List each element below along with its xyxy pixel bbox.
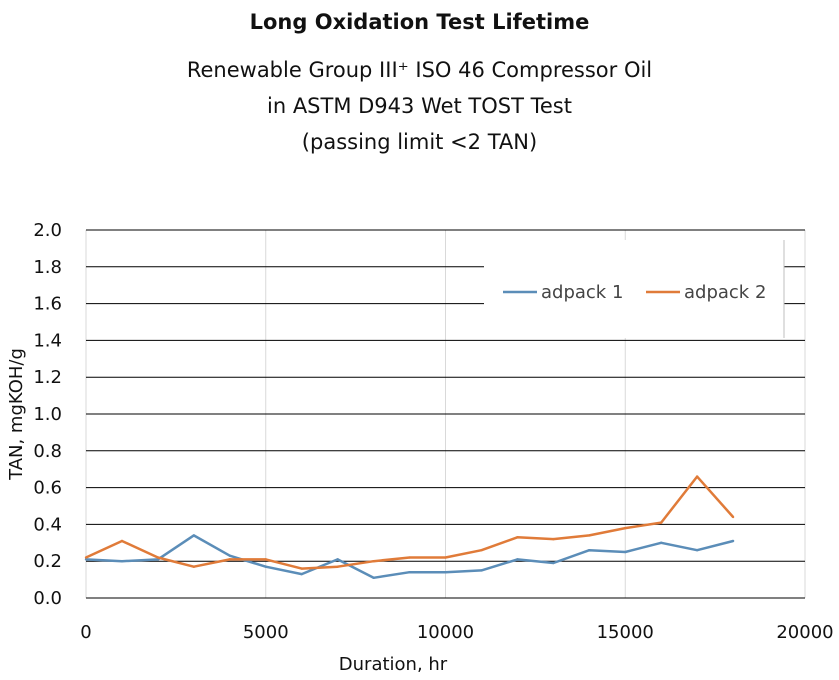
y-tick-label: 0.8 [33, 441, 62, 462]
data-point-adpack-2 [624, 526, 627, 530]
y-tick-label: 1.4 [33, 330, 62, 351]
y-axis-label: TAN, mgKOH/g [6, 348, 27, 481]
x-tick-label: 0 [80, 622, 91, 643]
series-line-adpack-2 [85, 475, 735, 570]
y-tick-label: 1.8 [33, 257, 62, 278]
x-tick-label: 20000 [776, 622, 833, 643]
data-point-adpack-1 [480, 569, 483, 572]
data-point-adpack-2 [264, 558, 267, 561]
data-point-adpack-1 [336, 558, 339, 561]
y-tick-label: 1.0 [33, 404, 62, 425]
y-tick-label: 2.0 [33, 220, 62, 241]
data-point-adpack-2 [731, 515, 735, 519]
legend-box [484, 240, 784, 338]
y-tick-label: 0.0 [33, 588, 62, 609]
data-point-adpack-1 [192, 534, 196, 537]
data-point-adpack-2 [660, 521, 663, 524]
chart-title: Long Oxidation Test Lifetime [249, 10, 590, 34]
data-point-adpack-1 [372, 576, 375, 579]
x-tick-label: 15000 [597, 622, 654, 643]
data-point-adpack-2 [156, 556, 160, 559]
x-axis-label: Duration, hr [339, 654, 448, 675]
data-point-adpack-1 [695, 548, 699, 552]
data-point-adpack-1 [120, 560, 124, 563]
data-point-adpack-2 [408, 556, 411, 559]
data-point-adpack-1 [516, 558, 519, 561]
data-point-adpack-2 [552, 537, 555, 541]
data-point-adpack-1 [624, 550, 627, 554]
series-layer [84, 475, 735, 580]
tick-labels: 0 5000 10000 15000 20000 0.0 0.2 0.4 0.6 0.8 1.0 1.… [33, 220, 833, 643]
data-point-adpack-1 [84, 558, 88, 561]
legend-label-adpack-2: adpack 2 [684, 282, 766, 303]
y-tick-label: 0.2 [33, 551, 62, 572]
data-point-adpack-2 [336, 565, 339, 568]
data-point-adpack-1 [408, 571, 411, 574]
data-point-adpack-2 [192, 565, 196, 568]
legend-label-adpack-1: adpack 1 [541, 282, 623, 303]
x-tick-label: 5000 [243, 622, 289, 643]
data-point-adpack-1 [731, 539, 735, 543]
data-point-adpack-2 [84, 556, 88, 559]
y-tick-label: 0.4 [33, 514, 62, 535]
y-tick-label: 1.2 [33, 367, 62, 388]
data-point-adpack-2 [588, 534, 591, 537]
gridlines [85, 229, 806, 599]
data-point-adpack-2 [444, 556, 447, 559]
data-point-adpack-1 [588, 548, 591, 552]
legend: adpack 1 adpack 2 [484, 240, 785, 338]
data-point-adpack-2 [372, 560, 375, 563]
data-point-adpack-2 [120, 539, 124, 543]
data-point-adpack-2 [516, 536, 519, 539]
y-tick-label: 0.6 [33, 478, 62, 499]
chart-subtitle-line-1: Renewable Group III⁺ ISO 46 Compressor O… [186, 58, 653, 82]
data-point-adpack-1 [300, 572, 303, 576]
data-point-adpack-2 [695, 475, 699, 478]
data-point-adpack-1 [228, 554, 231, 557]
chart-subtitle-line-3: (passing limit <2 TAN) [301, 130, 538, 154]
x-tick-label: 10000 [417, 622, 474, 643]
data-point-adpack-2 [480, 548, 483, 552]
data-point-adpack-1 [444, 571, 447, 574]
data-point-adpack-1 [552, 561, 555, 565]
y-tick-label: 1.6 [33, 294, 62, 315]
data-point-adpack-2 [300, 567, 303, 570]
chart-subtitle-line-2: in ASTM D943 Wet TOST Test [267, 94, 572, 118]
data-point-adpack-1 [660, 541, 663, 544]
data-point-adpack-2 [228, 558, 231, 561]
data-point-adpack-1 [264, 565, 267, 568]
